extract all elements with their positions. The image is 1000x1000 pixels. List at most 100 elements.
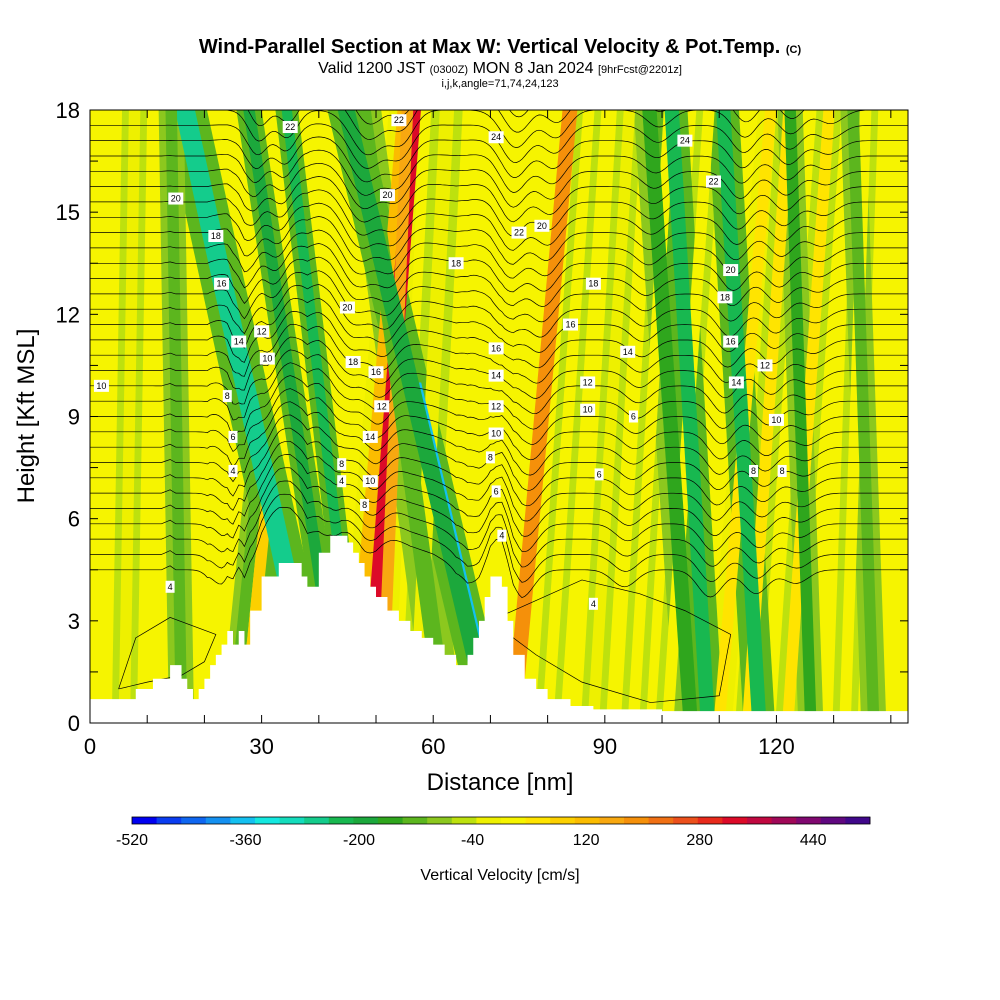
colorbar-frame (131, 816, 871, 825)
theta-contour-20 (90, 243, 908, 293)
theta-contour-24 (90, 189, 908, 237)
contour-label-28: 14 (731, 377, 741, 387)
colorbar-swatch-1 (156, 817, 182, 824)
contour-label-bg-48 (360, 499, 370, 512)
contour-label-47: 6 (494, 486, 499, 496)
theta-contour-6 (90, 427, 908, 507)
contour-label-bg-17 (254, 325, 270, 338)
contour-label-bg-2 (488, 131, 504, 144)
contour-label-bg-28 (728, 376, 744, 389)
contour-label-bg-0 (282, 121, 298, 134)
velocity-band-22-core (782, 110, 835, 723)
contour-label-14: 18 (720, 292, 730, 302)
theta-contour-16 (90, 297, 908, 353)
contour-label-9: 20 (537, 221, 547, 231)
velocity-band-17-core (642, 110, 698, 723)
contour-label-bg-23 (345, 356, 361, 369)
contour-label-26: 14 (491, 371, 501, 381)
colorbar-swatch-8 (328, 817, 354, 824)
theta-contour-3 (90, 467, 908, 553)
contour-label-bg-16 (563, 318, 579, 331)
colorbar-swatch-27 (796, 817, 822, 824)
contour-label-29: 12 (583, 377, 593, 387)
contour-label-bg-47 (491, 485, 501, 498)
y-axis-title: Height [Kft MSL] (13, 329, 40, 504)
y-tick-label-6: 6 (68, 507, 80, 532)
contour-label-bg-19 (488, 342, 504, 355)
contour-label-22: 10 (262, 354, 272, 364)
colorbar-tick-label-0: -520 (116, 832, 148, 849)
contour-label-2: 24 (491, 132, 501, 142)
theta-contour-14 (90, 323, 908, 384)
contour-label-10: 18 (451, 258, 461, 268)
velocity-band-19-core (664, 110, 715, 723)
theta-contour-low-east (490, 579, 732, 703)
contour-label-bg-10 (448, 257, 464, 270)
colorbar-swatch-15 (501, 817, 526, 824)
contour-label-45: 4 (339, 476, 344, 486)
contour-label-1: 22 (394, 115, 404, 125)
colorbar-swatch-3 (205, 817, 231, 824)
colorbar-swatch-25 (747, 817, 772, 824)
theta-contour-5 (90, 440, 908, 522)
contour-label-bg-46 (362, 475, 378, 488)
contour-label-12: 16 (217, 279, 227, 289)
colorbar-swatch-24 (722, 817, 748, 824)
contour-label-42: 8 (751, 466, 756, 476)
velocity-band-21-core (716, 110, 767, 723)
contour-label-bg-32 (488, 400, 504, 413)
x-axis-title: Distance [nm] (427, 769, 574, 796)
colorbar-tick-label-2: -200 (343, 832, 375, 849)
contour-label-bg-8 (511, 226, 527, 239)
contour-label-36: 10 (491, 429, 501, 439)
contour-label-bg-15 (339, 301, 355, 314)
theta-contour-29 (90, 123, 908, 169)
theta-contour-12 (90, 349, 908, 415)
theta-contour-2 (90, 480, 908, 568)
colorbar-tick-label-3: -40 (461, 832, 484, 849)
chart-title-block: Wind-Parallel Section at Max W: Vertical… (0, 36, 1000, 90)
valid-time: Valid 1200 JST (318, 60, 426, 77)
contour-label-23: 18 (348, 357, 358, 367)
colorbar-swatch-6 (279, 817, 305, 824)
contour-label-bg-1 (391, 114, 407, 127)
colorbar-swatch-20 (624, 817, 649, 824)
contour-label-6: 22 (709, 177, 719, 187)
contour-label-5: 20 (382, 190, 392, 200)
contour-label-21: 14 (623, 347, 633, 357)
colorbar-swatch-2 (181, 817, 207, 824)
forecast-info: [9hrFcst@2201z] (597, 64, 682, 76)
velocity-band-7-core (376, 110, 414, 723)
contour-label-bg-45 (337, 475, 347, 488)
chart-title: Wind-Parallel Section at Max W: Vertical… (198, 36, 781, 58)
plot-area: 22 22 24 24 20 20 22 18 22 20 18 20 16 18 18 20 16 12 14 16… (90, 110, 908, 723)
chart-subtitle: Valid 1200 JST (0300Z) MON 8 Jan 2024 [9… (0, 61, 1000, 78)
colorbar-swatch-21 (648, 817, 674, 824)
contour-label-11: 20 (726, 265, 736, 275)
contour-label-33: 10 (583, 405, 593, 415)
terrain (90, 535, 908, 723)
theta-contour-22 (90, 216, 908, 265)
contour-label-bg-5 (379, 189, 395, 202)
y-tick-label-9: 9 (68, 405, 80, 430)
contour-label-30: 8 (225, 391, 230, 401)
contour-label-25: 16 (371, 367, 381, 377)
contour-label-bg-7 (208, 230, 224, 243)
contour-label-bg-37 (228, 430, 238, 443)
utc-time: (0300Z) (429, 64, 469, 76)
contour-label-bg-33 (580, 403, 596, 416)
contour-label-bg-39 (485, 451, 495, 464)
colorbar: -520 -360 -200 -40 120 280 440 (116, 816, 871, 849)
contour-label-41: 4 (230, 466, 235, 476)
contour-label-7: 18 (211, 231, 221, 241)
contour-label-8: 22 (514, 228, 524, 238)
theta-contour-8 (90, 401, 908, 476)
contour-label-bg-34 (628, 410, 638, 423)
colorbar-swatch-14 (476, 817, 502, 824)
contour-label-0: 22 (285, 122, 295, 132)
colorbar-swatch-16 (525, 817, 551, 824)
colorbar-swatch-28 (820, 817, 846, 824)
contour-label-bg-38 (362, 430, 378, 443)
y-tick-label-18: 18 (56, 98, 80, 123)
colorbar-swatch-12 (427, 817, 453, 824)
